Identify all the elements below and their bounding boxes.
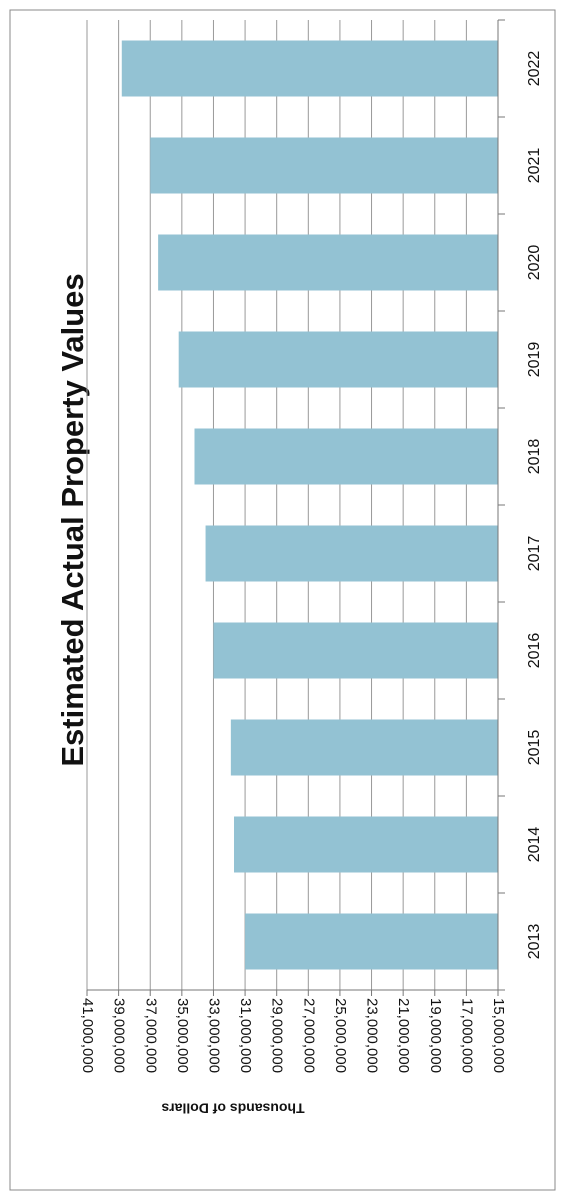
y-tick-label: 33,000,000 [205,998,222,1073]
y-tick-label: 41,000,000 [79,998,96,1073]
x-tick-label: 2021 [526,148,543,184]
y-tick-label: 27,000,000 [300,998,317,1073]
bar [230,719,498,776]
x-tick-label: 2015 [526,730,543,766]
bar [150,137,498,194]
bar [121,40,499,97]
bar [245,913,498,970]
bar [194,428,498,485]
y-tick-label: 19,000,000 [427,998,444,1073]
x-tick-label: 2013 [526,924,543,960]
y-tick-label: 31,000,000 [237,998,254,1073]
y-tick-label: 23,000,000 [364,998,381,1073]
chart-border [9,9,556,1191]
x-tick-label: 2016 [526,633,543,669]
x-tick-label: 2014 [526,827,543,863]
x-tick-label: 2020 [526,245,543,281]
y-tick-label: 29,000,000 [269,998,286,1073]
x-tick-label: 2022 [526,51,543,87]
x-tick-label: 2018 [526,439,543,475]
y-tick-label: 25,000,000 [332,998,349,1073]
y-tick-label: 15,000,000 [490,998,507,1073]
bar [178,331,498,388]
bar [205,525,499,582]
y-tick-label: 17,000,000 [458,998,475,1073]
y-tick-label: 37,000,000 [142,998,159,1073]
x-tick-label: 2017 [526,536,543,572]
bar [158,234,498,291]
bar [234,816,498,873]
y-tick-label: 21,000,000 [395,998,412,1073]
x-tick-label: 2019 [526,342,543,378]
axis-title: Thousands of Dollars [161,1100,304,1116]
chart-title: Estimated Actual Property Values [55,273,90,766]
y-tick-label: 39,000,000 [111,998,128,1073]
bar [213,622,498,679]
y-tick-label: 35,000,000 [174,998,191,1073]
